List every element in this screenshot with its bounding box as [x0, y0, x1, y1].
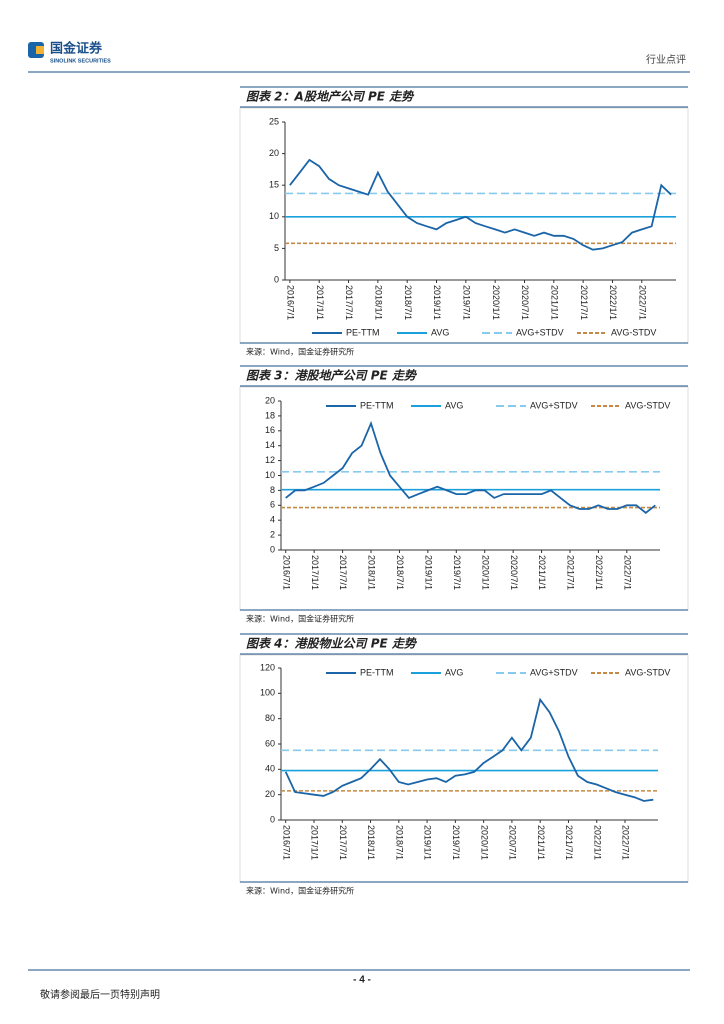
x-tick-label: 2021/7/1	[566, 555, 576, 590]
y-tick-label: 10	[269, 211, 279, 221]
y-tick-label: 14	[265, 440, 275, 450]
x-tick-label: 2020/1/1	[491, 285, 501, 320]
x-tick-label: 2022/7/1	[621, 825, 631, 860]
company-name: 国金证券	[50, 41, 103, 57]
legend-label: AVG	[445, 667, 463, 677]
legend-label: AVG-STDV	[625, 667, 670, 677]
y-tick-label: 8	[270, 485, 275, 495]
x-tick-label: 2018/7/1	[394, 825, 404, 860]
x-tick-label: 2017/7/1	[338, 555, 348, 590]
x-tick-label: 2017/7/1	[344, 285, 354, 320]
y-tick-label: 12	[265, 455, 275, 465]
figure-source: 来源：Wind，国金证券研究所	[246, 886, 354, 896]
x-tick-label: 2022/1/1	[592, 825, 602, 860]
x-tick-label: 2019/7/1	[452, 555, 462, 590]
x-tick-label: 2019/1/1	[423, 555, 433, 590]
x-tick-label: 2019/1/1	[423, 825, 433, 860]
x-tick-label: 2018/7/1	[395, 555, 405, 590]
x-tick-label: 2019/1/1	[432, 285, 442, 320]
y-tick-label: 16	[265, 425, 275, 435]
disclaimer: 敬请参阅最后一页特别声明	[40, 988, 160, 1001]
x-tick-label: 2020/7/1	[509, 555, 519, 590]
figure-source: 来源：Wind，国金证券研究所	[246, 347, 354, 357]
x-tick-label: 2022/1/1	[608, 285, 618, 320]
x-tick-label: 2021/7/1	[579, 285, 589, 320]
x-tick-label: 2016/7/1	[281, 825, 291, 860]
legend-label: PE-TTM	[360, 400, 394, 410]
x-tick-label: 2020/1/1	[479, 825, 489, 860]
figure-title: 图表 4：港股物业公司 PE 走势	[246, 637, 418, 651]
legend-label: PE-TTM	[360, 667, 394, 677]
x-tick-label: 2017/7/1	[338, 825, 348, 860]
x-tick-label: 2016/7/1	[281, 555, 291, 590]
x-tick-label: 2022/1/1	[594, 555, 604, 590]
figure-title: 图表 2：A股地产公司 PE 走势	[246, 90, 415, 104]
logo-icon-accent	[36, 46, 44, 54]
y-tick-label: 0	[270, 544, 275, 554]
chart-area	[239, 654, 689, 883]
y-tick-label: 15	[269, 180, 279, 190]
legend-label: AVG	[445, 400, 463, 410]
y-tick-label: 100	[260, 688, 275, 698]
legend-label: AVG+STDV	[516, 327, 564, 337]
y-tick-label: 2	[270, 529, 275, 539]
legend-label: AVG	[431, 327, 449, 337]
y-tick-label: 0	[274, 274, 279, 284]
pe-line	[284, 697, 654, 802]
y-tick-label: 120	[260, 662, 275, 672]
y-tick-label: 5	[274, 243, 279, 253]
x-tick-label: 2019/7/1	[461, 285, 471, 320]
legend-label: PE-TTM	[346, 327, 380, 337]
legend-label: AVG+STDV	[530, 400, 578, 410]
x-tick-label: 2021/1/1	[549, 285, 559, 320]
pe-line	[289, 158, 672, 251]
pe-line	[285, 420, 656, 514]
x-tick-label: 2021/1/1	[536, 825, 546, 860]
chart-area	[239, 107, 689, 344]
page-number: - 4 -	[353, 975, 371, 986]
y-tick-label: 4	[270, 515, 275, 525]
y-tick-label: 20	[265, 395, 275, 405]
y-tick-label: 20	[269, 148, 279, 158]
y-tick-label: 18	[265, 410, 275, 420]
y-tick-label: 80	[265, 713, 275, 723]
x-tick-label: 2018/1/1	[367, 555, 377, 590]
y-tick-label: 6	[270, 500, 275, 510]
y-tick-label: 20	[265, 789, 275, 799]
y-tick-label: 0	[270, 814, 275, 824]
legend-label: AVG+STDV	[530, 667, 578, 677]
y-tick-label: 40	[265, 764, 275, 774]
y-tick-label: 25	[269, 116, 279, 126]
x-tick-label: 2018/7/1	[403, 285, 413, 320]
x-tick-label: 2017/1/1	[315, 285, 325, 320]
figure-title: 图表 3：港股地产公司 PE 走势	[246, 369, 418, 383]
x-tick-label: 2022/7/1	[622, 555, 632, 590]
legend-label: AVG-STDV	[611, 327, 656, 337]
x-tick-label: 2019/7/1	[451, 825, 461, 860]
x-tick-label: 2018/1/1	[366, 825, 376, 860]
x-tick-label: 2022/7/1	[637, 285, 647, 320]
figure-source: 来源：Wind，国金证券研究所	[246, 614, 354, 624]
chart-area	[239, 386, 689, 611]
x-tick-label: 2017/1/1	[310, 555, 320, 590]
x-tick-label: 2017/1/1	[310, 825, 320, 860]
y-tick-label: 10	[265, 470, 275, 480]
y-tick-label: 60	[265, 738, 275, 748]
company-name-en: SINOLINK SECURITIES	[50, 58, 111, 64]
x-tick-label: 2016/7/1	[286, 285, 296, 320]
x-tick-label: 2021/7/1	[564, 825, 574, 860]
x-tick-label: 2018/1/1	[373, 285, 383, 320]
x-tick-label: 2020/7/1	[520, 285, 530, 320]
report-type: 行业点评	[646, 53, 686, 66]
x-tick-label: 2021/1/1	[537, 555, 547, 590]
x-tick-label: 2020/1/1	[480, 555, 490, 590]
x-tick-label: 2020/7/1	[508, 825, 518, 860]
legend-label: AVG-STDV	[625, 400, 670, 410]
